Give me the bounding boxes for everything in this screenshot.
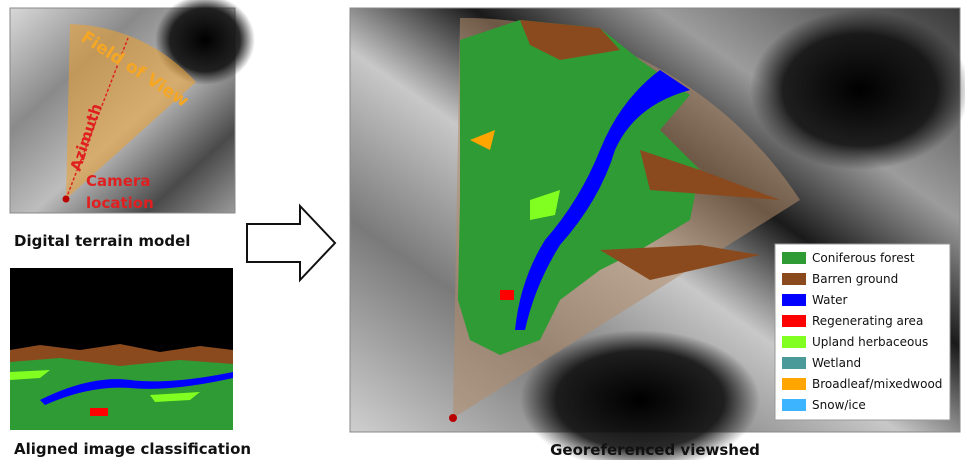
caption: Digital terrain model [14,232,190,250]
camera-label: Camera [86,172,150,190]
caption: Georeferenced viewshed [550,441,760,459]
camera-point [63,196,70,203]
classification-panel [10,268,233,430]
camera-label: location [86,194,154,212]
legend-swatch [782,315,806,327]
legend-label: Water [812,293,848,307]
legend-swatch [782,273,806,285]
legend-label: Wetland [812,356,861,370]
legend-swatch [782,294,806,306]
figure: Field of View Azimuth Camera location Di… [0,0,965,460]
legend-label: Snow/ice [812,398,866,412]
legend-label: Upland herbaceous [812,335,928,349]
viewshed-panel: Coniferous forest Barren ground Water Regen… [350,8,965,460]
legend-swatch [782,399,806,411]
legend-swatch [782,378,806,390]
legend-label: Broadleaf/mixedwood [812,377,942,391]
legend-swatch [782,357,806,369]
legend [775,244,950,420]
dtm-panel: Field of View Azimuth Camera location [10,0,255,213]
legend-swatch [782,252,806,264]
arrow [247,206,335,280]
camera-point [449,414,457,422]
caption: Aligned image classification [14,440,251,458]
legend-swatch [782,336,806,348]
legend-label: Barren ground [812,272,898,286]
legend-label: Coniferous forest [812,251,915,265]
legend-label: Regenerating area [812,314,923,328]
